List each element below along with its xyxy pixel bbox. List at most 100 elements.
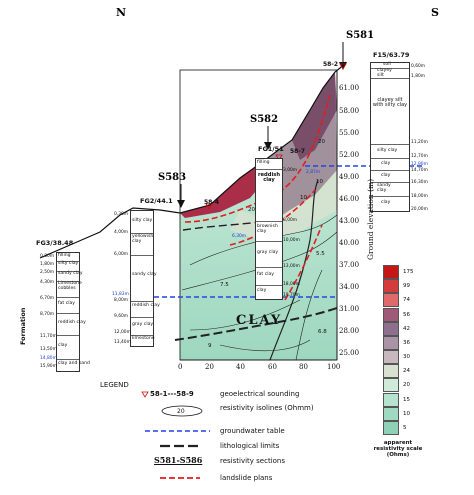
- legend-lithology-text: lithological limits: [220, 442, 280, 450]
- borehole-column-fg3: filling silty clay sandy clay Limestone …: [56, 252, 90, 372]
- borehole-name-fg1: FG1/51: [258, 145, 284, 153]
- clay-label: CLAY: [236, 313, 283, 328]
- layer-label: filling: [257, 160, 270, 165]
- borehole-name-fg2: FG2/44.1: [140, 197, 173, 205]
- scale-value: 36: [403, 339, 410, 346]
- lithological-limit: [182, 221, 261, 231]
- legend-sections-key: S581-S586: [154, 455, 203, 465]
- depth-label: 0,30m: [114, 212, 129, 217]
- legend-groundwater-text: groundwater table: [220, 427, 285, 435]
- isoline-label: 10: [316, 179, 323, 185]
- depth-label: 12,90m: [411, 162, 428, 167]
- layer-label: brownish clay: [257, 224, 278, 234]
- x-tick: 80: [299, 363, 308, 371]
- section-label-s581: S581: [346, 30, 375, 41]
- scale-swatch: [383, 307, 399, 322]
- ground-surface: [39, 61, 347, 259]
- depth-label: 13,00m: [283, 264, 300, 269]
- legend-isoline-icon: [161, 405, 203, 417]
- isoline-label: 7.5: [220, 282, 229, 288]
- scale-swatch: [383, 279, 399, 294]
- y-tick: 58.00: [339, 107, 360, 115]
- borehole-column-fg2: silty clay yellowish clay sandy clay red…: [130, 210, 160, 347]
- scale-value: 20: [403, 382, 410, 389]
- legend-sounding-key: 58-1---58-9: [150, 390, 194, 398]
- layer-label: filling: [58, 253, 71, 258]
- layer-label: sandy clay: [377, 183, 391, 193]
- layer-label: reddish clay: [58, 320, 86, 325]
- isoline-label: 6.8: [318, 329, 327, 335]
- depth-label: 4,00m: [114, 230, 129, 235]
- upper-purple-zone: [292, 72, 337, 160]
- isoline: [181, 231, 338, 291]
- y-tick: 43.00: [339, 217, 360, 225]
- depth-label: 15,90m: [40, 364, 57, 369]
- isoline: [269, 179, 319, 361]
- x-tick: 40: [236, 363, 245, 371]
- scale-swatch: [383, 392, 399, 407]
- legend-sections-text: resistivity sections: [220, 457, 286, 465]
- scale-value: 15: [403, 396, 410, 403]
- sounding-marker: [275, 154, 283, 161]
- layer-label: fat clay: [58, 301, 76, 306]
- depth-label: 6,00m: [114, 252, 129, 257]
- scale-swatch: [383, 265, 399, 280]
- depth-label: 19,70m: [283, 293, 300, 298]
- isoline-label: 20: [248, 207, 255, 213]
- legend-isoline-text: resistivity isolines (Ohmm): [220, 404, 314, 412]
- legend-isoline-key: 20: [177, 408, 185, 415]
- depth-label: 14,80m: [40, 356, 57, 361]
- legend-symbols: [141, 391, 210, 479]
- legend-sounding-icon: [141, 391, 149, 398]
- layer-label: clay: [257, 288, 267, 293]
- borehole-name-fg3: FG3/38.48: [36, 239, 74, 247]
- isoline-label: 10: [300, 195, 307, 201]
- x-tick: 100: [327, 363, 341, 371]
- depth-label: 0,80m: [40, 254, 55, 259]
- layer-label: clay and sand: [58, 361, 90, 366]
- scale-value: 5: [403, 424, 407, 431]
- isoline-label: 5.5: [316, 251, 325, 257]
- water-label: 6,30m: [232, 234, 247, 239]
- south-label: S: [431, 6, 439, 19]
- depth-label: 8,00m: [283, 218, 298, 223]
- depth-label: 13,50m: [40, 347, 57, 352]
- landslide-plan: [284, 224, 323, 301]
- y-tick: 61.00: [339, 84, 360, 92]
- formation-label: Formation: [19, 307, 27, 345]
- depth-label: 16,30m: [411, 180, 428, 185]
- north-label: N: [116, 6, 127, 19]
- scale-swatch: [383, 335, 399, 350]
- scale-value: 74: [403, 297, 410, 304]
- layer-label: fat clay: [257, 272, 275, 277]
- depth-label: 0,60m: [411, 64, 426, 69]
- y-tick: 34.00: [339, 283, 360, 291]
- sounding-marker: [339, 63, 347, 70]
- borehole-column-fg1: filling reddish clay brownish clay gray …: [255, 158, 283, 300]
- depth-label: 11,70m: [40, 334, 57, 339]
- legend-landslide-text: landslide plans: [220, 474, 273, 482]
- water-label: 11,83m: [112, 292, 129, 297]
- y-tick: 49.00: [339, 173, 360, 181]
- depth-label: 12,70m: [411, 154, 428, 159]
- layer-label: sandy clay: [132, 272, 157, 277]
- depth-label: 12,00m: [114, 330, 131, 335]
- sounding-label: 58-2: [323, 61, 339, 68]
- section-label-s583: S583: [158, 172, 187, 183]
- borehole-column-f15: soil clayey silt clayey silt with silty …: [370, 62, 410, 212]
- resistivity-color-scale: 175 99 74 56 42 36 30 24 20 15 10 5: [383, 265, 414, 435]
- y-tick: 31.00: [339, 305, 360, 313]
- x-tick: 0: [178, 363, 183, 371]
- isoline-label: 9: [208, 343, 212, 349]
- depth-label: 2,50m: [40, 270, 55, 275]
- high-resistivity-zone: [180, 160, 270, 218]
- isoline-label: 20: [318, 139, 325, 145]
- scale-swatch: [383, 293, 399, 308]
- sounding-label: 58-7: [290, 148, 306, 155]
- y-tick: 55.00: [339, 129, 360, 137]
- layer-label: clay: [381, 161, 391, 166]
- layer-label: soil: [383, 62, 391, 67]
- y-tick: 52.00: [339, 151, 360, 159]
- layer-label: reddish clay: [132, 303, 160, 308]
- depth-label: 13,40m: [114, 340, 131, 345]
